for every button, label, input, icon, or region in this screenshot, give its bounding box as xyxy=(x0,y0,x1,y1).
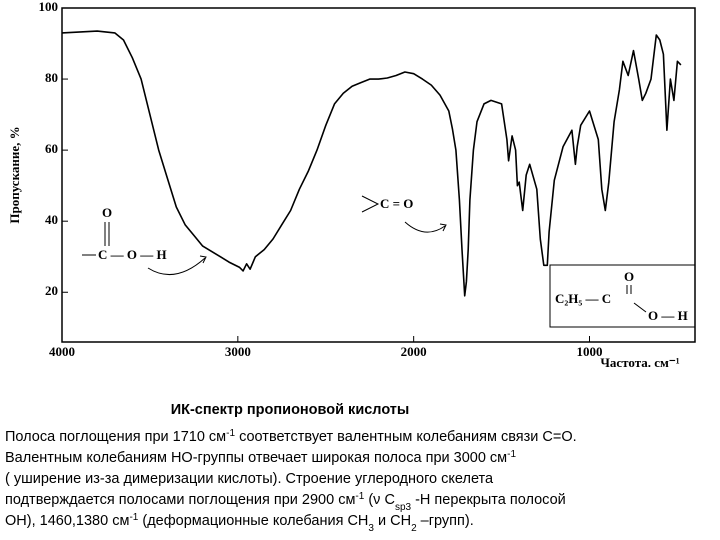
caption-segment: (ν C xyxy=(364,492,395,508)
caption-segment: и СН xyxy=(374,513,411,529)
plot-frame xyxy=(61,7,696,343)
formula-lines xyxy=(82,195,696,328)
caption-segment: 3 xyxy=(368,523,374,534)
caption-segment: ( уширение из-за димеризации кислоты). С… xyxy=(5,471,494,487)
formula-text: C — O — H xyxy=(98,247,167,262)
caption-segment: -1 xyxy=(226,428,235,439)
caption-line: Полоса поглощения при 1710 см-1 соответс… xyxy=(5,428,577,446)
caption-segment: Полоса поглощения при 1710 см xyxy=(5,429,226,445)
caption-line: ОН), 1460,1380 см-1 (деформационные коле… xyxy=(5,512,474,534)
caption-segment: 2 xyxy=(411,523,417,534)
y-tick-label: 40 xyxy=(45,212,58,227)
x-tick-label: 1000 xyxy=(577,344,603,359)
caption-segment: Валентным колебаниям НО-группы отвечает … xyxy=(5,450,507,466)
caption-segment: -1 xyxy=(507,449,516,460)
y-tick-label: 80 xyxy=(45,70,58,85)
y-axis-label: Пропускание, % xyxy=(7,126,22,223)
formula-text: O — H xyxy=(648,308,688,323)
formula-text: O xyxy=(624,269,634,284)
caption-segment: соответствует валентным колебаниям связи… xyxy=(235,429,577,445)
formula-text: C₂H₅ — C xyxy=(555,291,611,306)
caption-line: Валентным колебаниям НО-группы отвечает … xyxy=(5,449,516,467)
chart: Пропускание, % Частота. см⁻¹ 20 40 60 80 100… xyxy=(7,0,696,370)
caption-segment: –групп). xyxy=(417,513,474,529)
caption-segment: sp3 xyxy=(395,502,412,513)
caption-segment: -1 xyxy=(355,491,364,502)
caption-title: ИК-спектр пропионовой кислоты xyxy=(171,402,410,418)
x-tick-label: 2000 xyxy=(401,344,427,359)
caption-segment: (деформационные колебания СН xyxy=(138,513,368,529)
spectrum-line xyxy=(61,30,682,297)
formula-text: C = O xyxy=(380,196,413,211)
text-block: ИК-спектр пропионовой кислоты Полоса пог… xyxy=(5,402,577,534)
formula-text: O xyxy=(102,205,112,220)
caption-segment: -1 xyxy=(129,512,138,523)
y-tick-label: 60 xyxy=(45,141,58,156)
x-tick-label: 4000 xyxy=(49,344,75,359)
y-tick-label: 20 xyxy=(45,283,58,298)
x-axis-label: Частота. см⁻¹ xyxy=(600,355,679,370)
y-tick-label: 100 xyxy=(39,0,59,14)
caption-segment: ОН), 1460,1380 см xyxy=(5,513,129,529)
caption-line: ( уширение из-за димеризации кислоты). С… xyxy=(5,471,494,487)
x-tick-label: 3000 xyxy=(225,344,251,359)
caption-segment: -Н перекрыта полосой xyxy=(411,492,566,508)
caption-segment: подтверждается полосами поглощения при 2… xyxy=(5,492,355,508)
caption-line: подтверждается полосами поглощения при 2… xyxy=(5,491,566,513)
